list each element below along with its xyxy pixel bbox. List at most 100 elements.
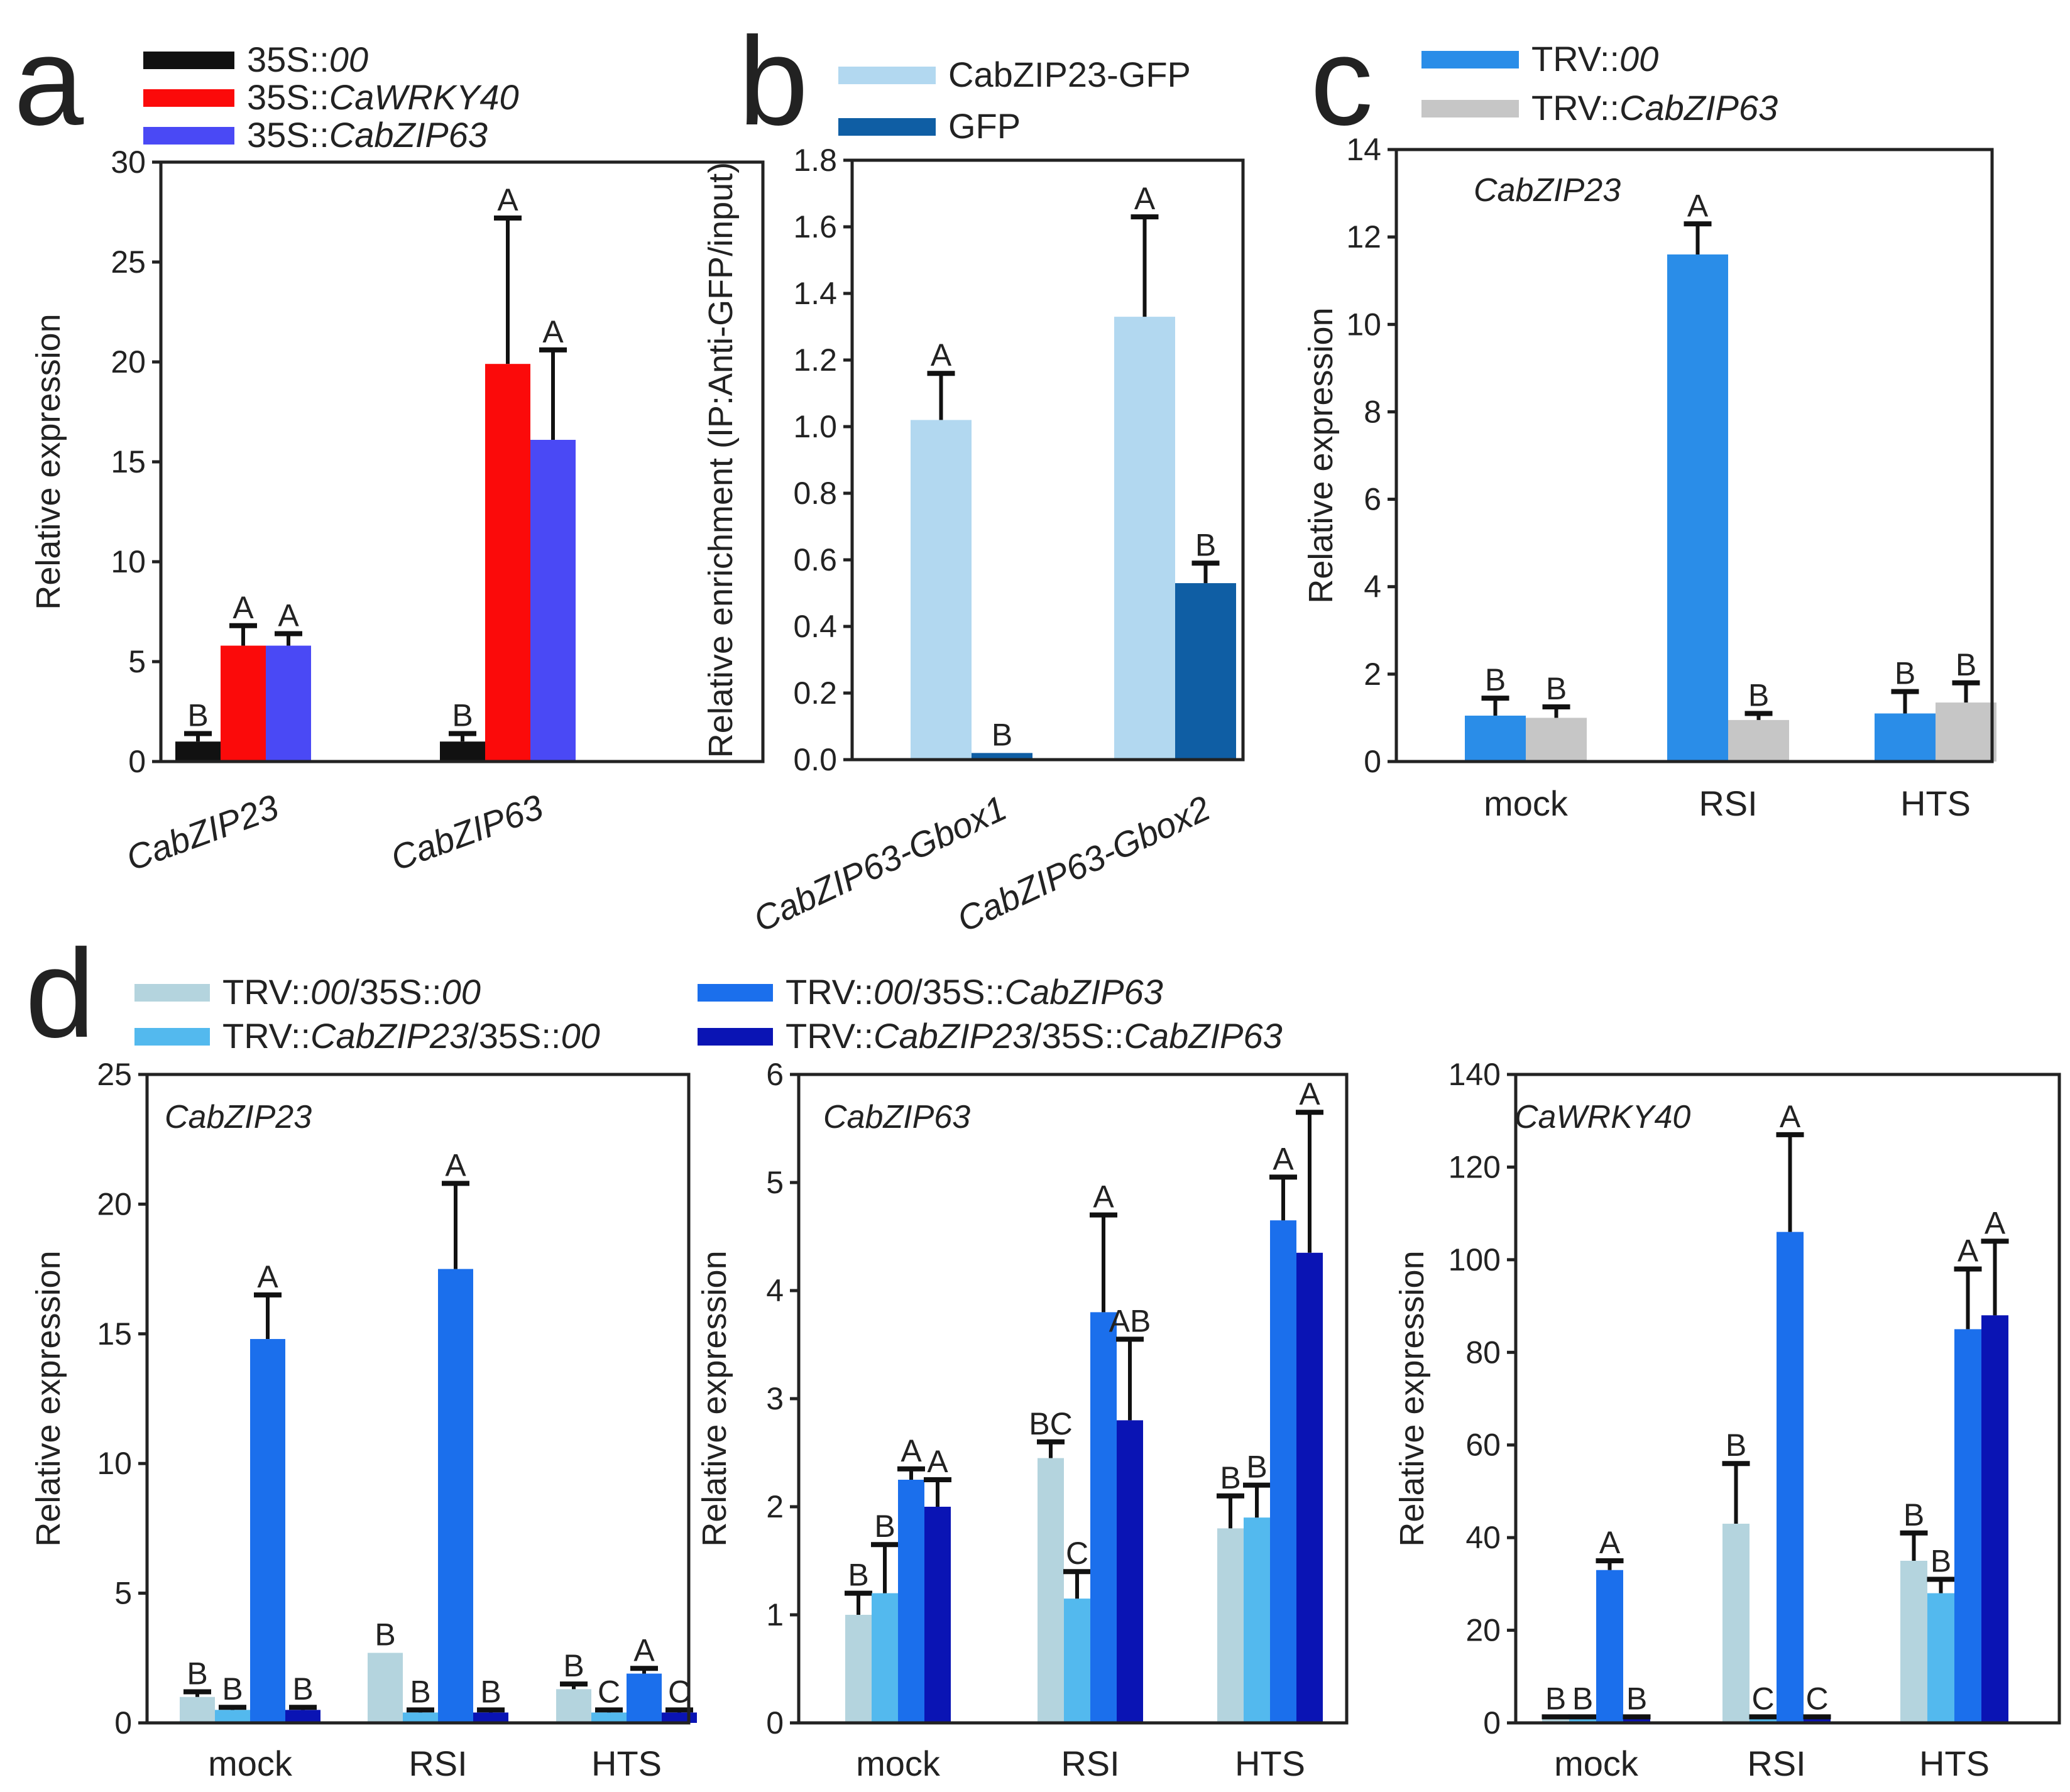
y-tick-label: 0.8 [793,476,837,511]
bar-d1-s3-c0 [285,1710,320,1723]
significance-letter: A [278,598,299,633]
significance-letter: B [375,1617,395,1653]
significance-letter: B [1930,1543,1951,1578]
significance-letter: A [1687,188,1709,223]
significance-letter: B [848,1558,868,1593]
y-tick-label: 1.4 [793,276,837,311]
y-tick-label: 6 [1364,482,1381,517]
legend-label-part: CaWRKY40 [329,77,519,117]
bar-c-s1-c0 [1526,718,1587,762]
legend-swatch [1421,100,1519,117]
bar-b-s1-c1 [1175,583,1236,760]
bar-a-s1-c0 [221,645,266,762]
bar-d2-s2-c2 [1270,1220,1296,1723]
y-tick-label: 12 [1346,219,1381,254]
significance-letter: B [1903,1497,1924,1532]
bar-c-s0-c1 [1667,254,1728,762]
legend-swatch [698,984,773,1002]
bar-d2-s1-c2 [1244,1517,1270,1723]
panel-letter: d [25,924,95,1064]
y-tick-label: 0 [1364,744,1381,779]
legend-swatch [143,127,234,145]
legend-swatch [143,89,234,107]
x-category-label: mock [1484,784,1569,823]
legend-label-part: 35S:: [247,77,329,117]
bar-d2-s1-c0 [872,1593,898,1723]
y-tick-label: 5 [114,1576,132,1611]
significance-letter: A [1299,1076,1320,1112]
legend-label-part: TRV:: [222,1016,310,1056]
legend-label: TRV::00/35S::CabZIP63 [786,972,1163,1012]
y-axis-label: Relative enrichment (IP:Anti-GFP/input) [702,162,740,758]
y-tick-label: 40 [1465,1520,1501,1555]
legend-label-part: 00 [310,972,349,1012]
y-tick-label: 25 [97,1057,132,1092]
legend-label-part: CabZIP63 [1005,972,1163,1012]
panel-letter: b [738,11,808,151]
y-tick-label: 20 [111,344,146,380]
bar-d1-s2-c0 [250,1339,285,1723]
y-tick-label: 10 [111,544,146,579]
significance-letter: A [1093,1179,1114,1215]
y-tick-label: 0 [114,1705,132,1740]
significance-letter: A [542,314,564,349]
significance-letter: B [1220,1460,1240,1495]
significance-letter: A [257,1259,278,1294]
legend-label: TRV::00/35S::00 [222,972,481,1012]
y-tick-label: 4 [1364,569,1381,604]
y-tick-label: 140 [1448,1057,1501,1092]
significance-letter: A [633,1632,655,1668]
significance-letter: B [1626,1681,1647,1716]
gene-label: CabZIP63 [823,1099,970,1135]
y-axis-label: Relative expression [30,1250,67,1546]
y-tick-label: 14 [1346,132,1381,167]
bar-d1-s1-c2 [591,1712,627,1723]
bar-d3-s3-c1 [1804,1718,1831,1723]
bar-d1-s0-c1 [368,1653,403,1723]
significance-letter: B [1195,527,1216,562]
bar-d1-s2-c2 [627,1673,662,1723]
significance-letter: B [187,697,208,733]
legend-d1: TRV::00/35S::00TRV::CabZIP23/35S::00TRV:… [134,972,1283,1056]
panel-letter: c [1310,11,1373,151]
y-tick-label: 4 [766,1273,784,1308]
significance-letter: C [1805,1681,1828,1716]
legend-label-part: 00 [329,40,368,79]
legend-label-part: TRV:: [1531,39,1619,79]
bar-d1-s0-c2 [556,1689,591,1723]
bar-d1-s0-c0 [180,1696,215,1723]
legend-label-part: 35S:: [247,40,329,79]
y-tick-label: 5 [766,1165,784,1200]
legend-label-part: /35S:: [469,1016,561,1056]
legend-swatch [838,67,936,84]
plot-frame [1394,148,1994,763]
significance-letter: A [1273,1141,1294,1176]
y-axis-label: Relative expression [1393,1250,1431,1546]
legend-swatch [143,52,234,69]
legend-swatch [134,1028,210,1046]
significance-letter: A [1780,1099,1801,1134]
bar-d3-s1-c0 [1569,1718,1596,1723]
legend-label: TRV::CabZIP23/35S::00 [222,1016,600,1056]
legend-label-part: 35S:: [247,115,329,155]
panel-letter: a [14,11,84,151]
significance-letter: A [497,182,518,217]
y-tick-label: 0.0 [793,742,837,777]
y-axis-label: Relative expression [696,1250,733,1546]
legend-label-part: 00 [1619,39,1658,79]
significance-letter: B [187,1656,207,1691]
y-tick-label: 1.6 [793,209,837,244]
legend-swatch [134,984,210,1002]
bar-d1-s1-c1 [403,1712,438,1723]
y-tick-label: 0 [1483,1705,1501,1740]
significance-letter: B [874,1509,895,1544]
gene-label: CabZIP23 [1474,172,1621,209]
bar-d3-s3-c0 [1623,1718,1650,1723]
y-tick-label: 2 [766,1489,784,1524]
significance-letter: B [1956,647,1976,682]
significance-letter: B [1246,1450,1267,1485]
significance-letter: B [1546,671,1567,706]
significance-letter: A [445,1147,466,1183]
y-tick-label: 25 [111,244,146,280]
legend-label: CabZIP23-GFP [948,55,1191,94]
